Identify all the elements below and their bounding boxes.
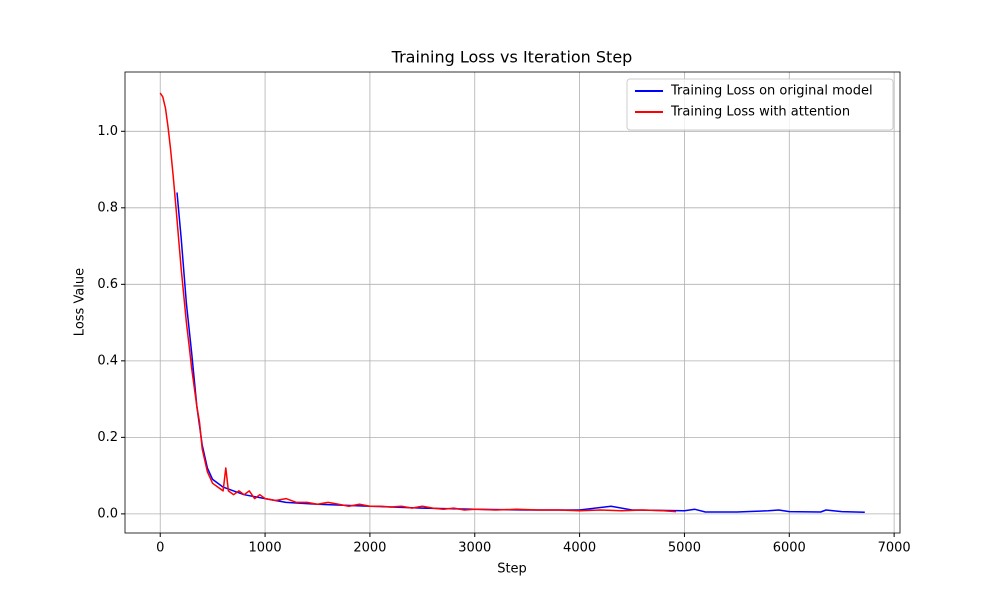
y-tick-label: 0.0 xyxy=(97,506,118,521)
legend-label: Training Loss with attention xyxy=(670,105,850,120)
legend-box xyxy=(626,78,894,131)
chart-title: Training Loss vs Iteration Step xyxy=(391,48,633,67)
y-tick-label: 1.0 xyxy=(97,124,118,139)
legend-label: Training Loss on original model xyxy=(670,84,873,99)
x-tick-label: 0 xyxy=(156,541,164,556)
x-tick-label: 1000 xyxy=(249,541,282,556)
data-line xyxy=(159,92,677,513)
x-tick-label: 6000 xyxy=(773,541,806,556)
x-tick-label: 3000 xyxy=(458,541,491,556)
y-axis-label: Loss Value xyxy=(73,268,88,336)
y-tick-label: 0.6 xyxy=(97,277,118,292)
axes-frame xyxy=(124,71,901,534)
data-line xyxy=(176,192,865,514)
y-tick-label: 0.2 xyxy=(97,430,118,445)
x-tick-label: 4000 xyxy=(563,541,596,556)
x-tick-label: 5000 xyxy=(668,541,701,556)
y-tick-label: 0.8 xyxy=(97,200,118,215)
x-axis-label: Step xyxy=(497,562,527,577)
x-tick-label: 7000 xyxy=(878,541,911,556)
x-tick-label: 2000 xyxy=(353,541,386,556)
y-tick-label: 0.4 xyxy=(97,353,118,368)
